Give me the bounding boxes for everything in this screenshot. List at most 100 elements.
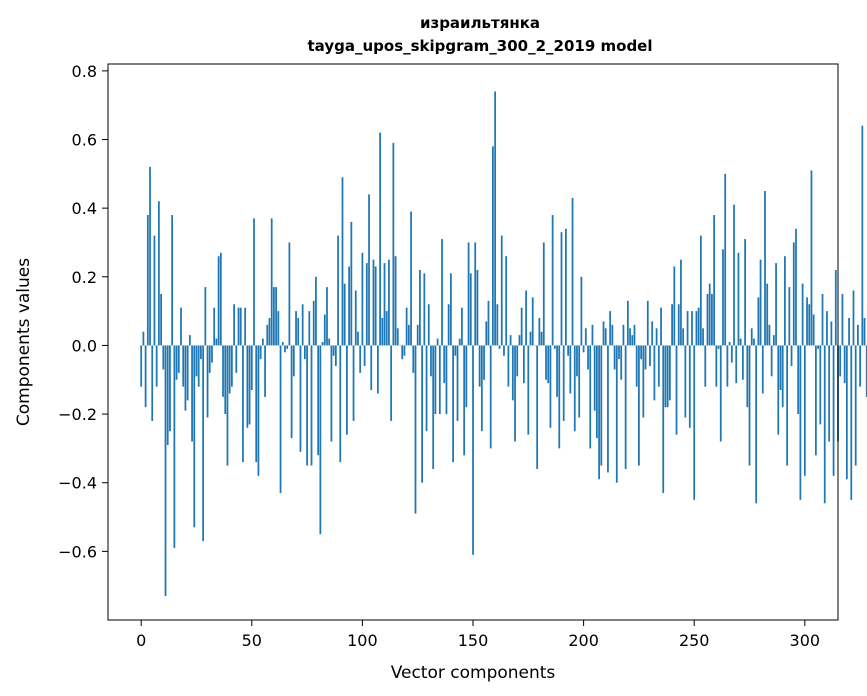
- bar: [416, 324, 419, 346]
- bar: [259, 345, 262, 360]
- bar: [699, 235, 702, 346]
- bar: [542, 242, 545, 346]
- bar: [239, 307, 242, 346]
- bar: [728, 342, 731, 346]
- bar: [456, 345, 459, 421]
- bar: [432, 345, 435, 469]
- bar: [558, 345, 561, 449]
- bar: [719, 345, 722, 442]
- bar: [744, 239, 746, 346]
- bar: [443, 345, 446, 384]
- bar: [323, 314, 326, 346]
- bar: [469, 273, 472, 346]
- bar: [859, 345, 862, 387]
- bar: [184, 345, 187, 411]
- bar: [365, 263, 368, 346]
- bar: [498, 345, 501, 349]
- bar: [394, 256, 397, 346]
- bar: [489, 345, 492, 449]
- bar: [463, 345, 466, 456]
- bar: [217, 256, 220, 346]
- bar: [306, 345, 308, 466]
- bar: [582, 345, 585, 353]
- bar: [401, 345, 404, 360]
- bar: [390, 345, 393, 421]
- y-tick-label: 0.0: [72, 336, 97, 355]
- bar: [657, 345, 660, 387]
- bar: [649, 345, 651, 367]
- bar: [812, 314, 815, 346]
- bar: [737, 252, 740, 346]
- bar: [237, 307, 240, 346]
- bar: [308, 311, 311, 346]
- bar: [821, 293, 824, 346]
- bar: [467, 242, 470, 346]
- bar: [425, 345, 428, 432]
- x-tick-label: 150: [458, 631, 489, 650]
- bar: [410, 211, 412, 346]
- bar: [144, 345, 147, 408]
- bar: [536, 345, 539, 469]
- bar: [392, 142, 395, 346]
- bar: [299, 345, 302, 452]
- bar: [735, 345, 738, 384]
- bar: [702, 328, 704, 346]
- bar: [567, 345, 570, 356]
- bar: [640, 345, 643, 360]
- bar: [569, 345, 572, 394]
- bar: [598, 345, 600, 480]
- bar: [414, 345, 417, 514]
- bar: [494, 91, 497, 346]
- bar: [722, 249, 724, 346]
- bar: [631, 335, 634, 346]
- y-tick-label: 0.8: [72, 62, 97, 81]
- bar: [784, 256, 786, 346]
- bar: [624, 345, 627, 469]
- x-tick-label: 250: [679, 631, 710, 650]
- bar: [438, 345, 441, 415]
- bar: [706, 293, 709, 346]
- bar: [633, 324, 636, 346]
- bar: [511, 345, 514, 401]
- bar: [472, 345, 474, 555]
- bar: [620, 345, 623, 380]
- bar: [337, 235, 339, 346]
- bar: [286, 345, 289, 349]
- bar: [177, 345, 180, 373]
- bar: [330, 345, 333, 442]
- bar: [396, 328, 399, 346]
- bar: [149, 166, 151, 346]
- bar: [363, 345, 366, 367]
- bar: [642, 345, 645, 418]
- bar: [730, 345, 733, 363]
- bar: [795, 228, 797, 346]
- bar: [611, 324, 614, 346]
- bar: [246, 345, 249, 428]
- bar: [447, 304, 450, 346]
- bar: [551, 215, 554, 346]
- bar: [288, 242, 291, 346]
- bar: [593, 345, 596, 411]
- bar: [359, 345, 362, 373]
- bar: [677, 304, 680, 346]
- bar: [755, 345, 758, 504]
- bar: [166, 345, 169, 445]
- bar: [565, 228, 567, 346]
- bar: [452, 345, 454, 463]
- bar: [343, 283, 346, 346]
- bar: [374, 266, 377, 346]
- bar: [341, 177, 344, 346]
- bar: [388, 259, 390, 346]
- x-tick-label: 0: [136, 631, 146, 650]
- bar: [516, 345, 519, 377]
- bar: [653, 345, 656, 401]
- bar: [741, 345, 744, 380]
- bar: [301, 304, 304, 346]
- x-axis-ticks: 0 50 100 150 200 250 300: [136, 620, 820, 650]
- bar: [206, 345, 209, 418]
- y-tick-label: 0.4: [72, 199, 97, 218]
- bar: [228, 345, 231, 394]
- bar: [750, 328, 753, 346]
- bar: [814, 345, 817, 456]
